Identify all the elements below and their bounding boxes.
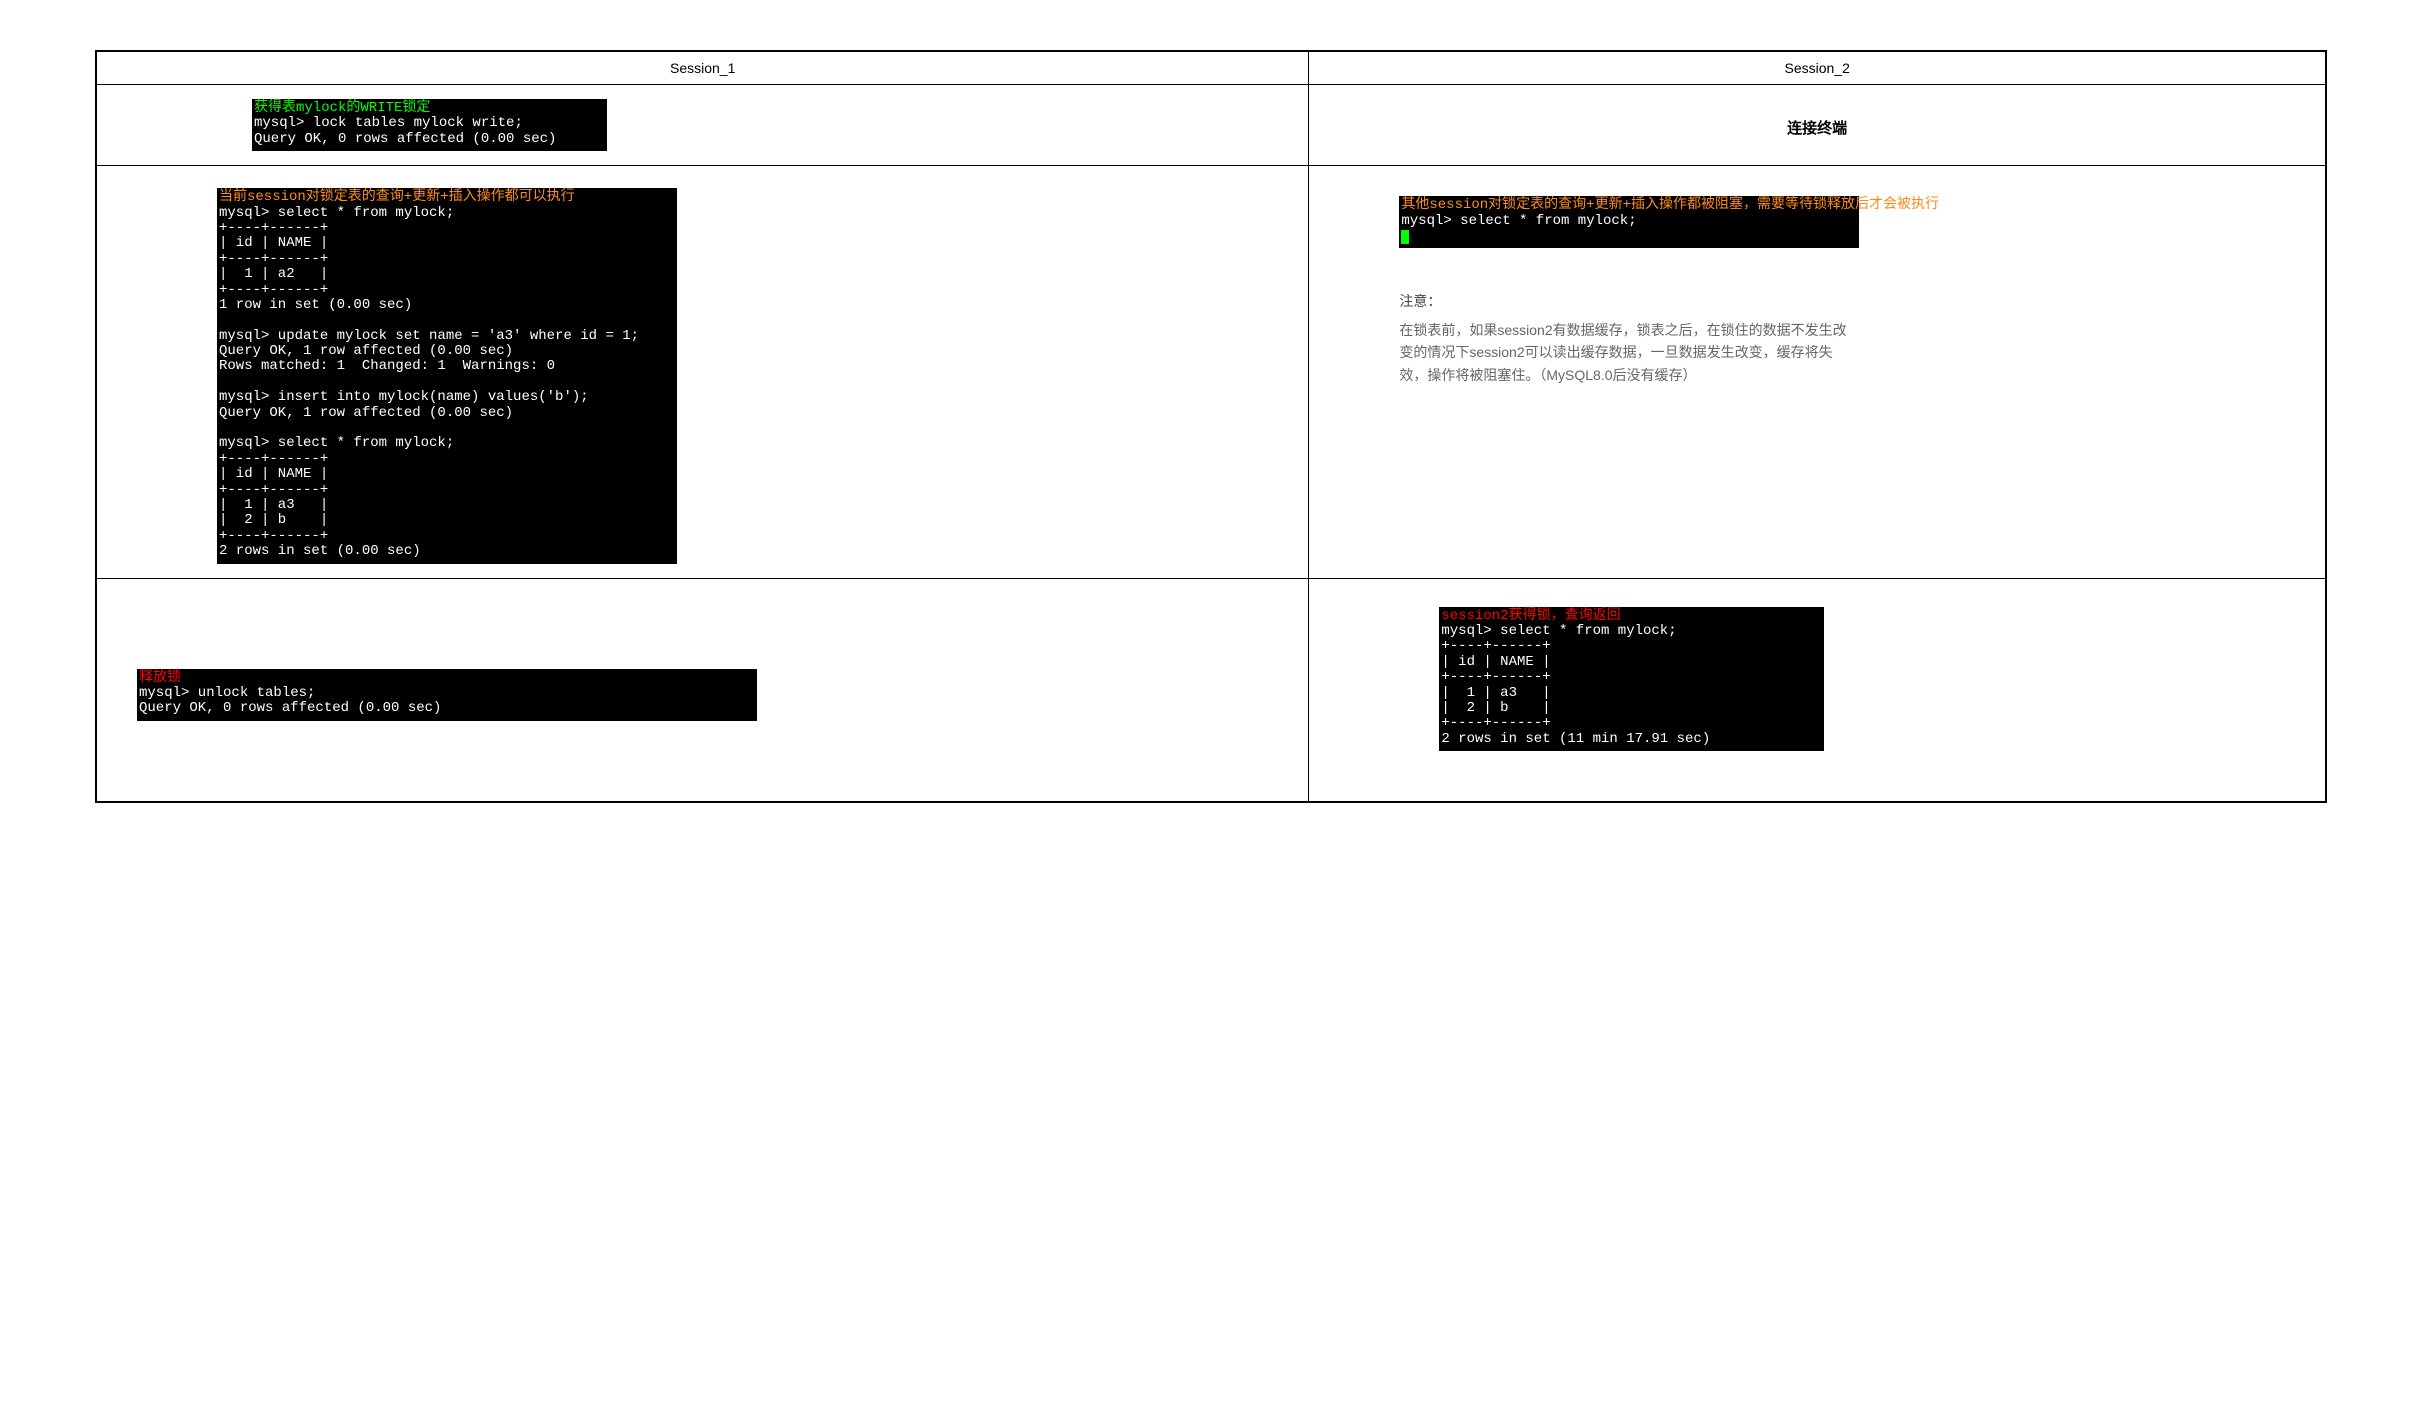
terminal-output: mysql> unlock tables; Query OK, 0 rows a… — [139, 685, 441, 716]
header-row: Session_1 Session_2 — [96, 51, 2326, 85]
terminal-block-unlock: 释放锁 mysql> unlock tables; Query OK, 0 ro… — [137, 669, 757, 721]
session-comparison-table: Session_1 Session_2 获得表mylock的WRITE锁定 my… — [95, 50, 2327, 803]
col-header-session2: Session_2 — [1309, 51, 2326, 85]
note-body: 在锁表前，如果session2有数据缓存，锁表之后，在锁住的数据不发生改变的情况… — [1399, 319, 1859, 386]
note-block: 注意： 在锁表前，如果session2有数据缓存，锁表之后，在锁住的数据不发生改… — [1399, 290, 1859, 386]
terminal-header: 当前session对锁定表的查询+更新+插入操作都可以执行 — [219, 189, 575, 205]
terminal-block-lock: 获得表mylock的WRITE锁定 mysql> lock tables myl… — [252, 99, 607, 151]
terminal-output: mysql> select * from mylock; +----+-----… — [219, 205, 639, 560]
terminal-header: 其他session对锁定表的查询+更新+插入操作都被阻塞，需要等待锁释放后才会被… — [1401, 197, 1939, 213]
terminal-header: 释放锁 — [139, 670, 181, 686]
terminal-block-result: session2获得锁，查询返回 mysql> select * from my… — [1439, 607, 1824, 752]
cursor-icon — [1401, 230, 1409, 244]
terminal-block-crud: 当前session对锁定表的查询+更新+插入操作都可以执行 mysql> sel… — [217, 188, 677, 563]
step-row-2: 当前session对锁定表的查询+更新+插入操作都可以执行 mysql> sel… — [96, 166, 2326, 578]
terminal-header: session2获得锁，查询返回 — [1441, 608, 1620, 624]
connect-terminal-text: 连接终端 — [1787, 120, 1847, 137]
terminal-output: mysql> select * from mylock; +----+-----… — [1441, 623, 1710, 747]
terminal-output: mysql> select * from mylock; — [1401, 213, 1636, 229]
terminal-block-blocked: 其他session对锁定表的查询+更新+插入操作都被阻塞，需要等待锁释放后才会被… — [1399, 196, 1859, 248]
note-title: 注意： — [1399, 290, 1859, 312]
step-row-3: 释放锁 mysql> unlock tables; Query OK, 0 ro… — [96, 578, 2326, 802]
terminal-output: mysql> lock tables mylock write; Query O… — [254, 115, 556, 146]
terminal-header: 获得表mylock的WRITE锁定 — [254, 100, 430, 116]
step-row-1: 获得表mylock的WRITE锁定 mysql> lock tables myl… — [96, 85, 2326, 166]
col-header-session1: Session_1 — [96, 51, 1309, 85]
